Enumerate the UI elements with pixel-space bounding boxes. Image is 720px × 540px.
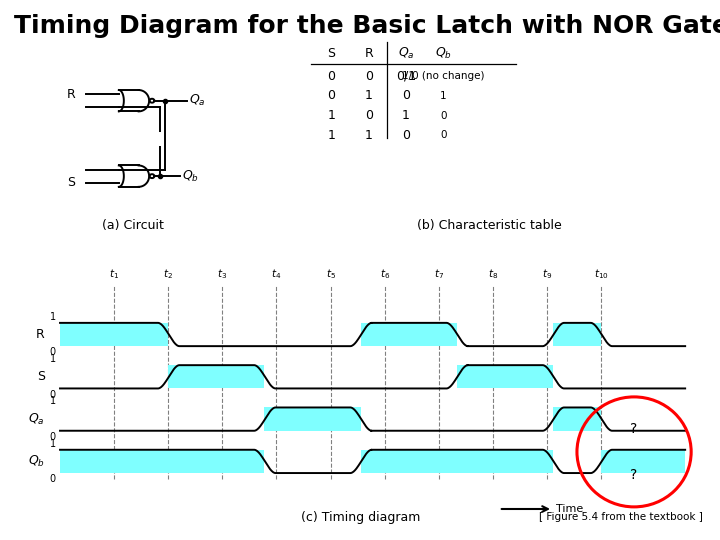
Text: 1: 1 — [50, 438, 56, 449]
Text: $Q_a$: $Q_a$ — [397, 46, 415, 60]
Text: $Q_b$: $Q_b$ — [181, 168, 199, 184]
Text: R: R — [67, 87, 76, 100]
Text: $t_{5}$: $t_{5}$ — [325, 267, 336, 281]
Text: $t_{9}$: $t_{9}$ — [542, 267, 552, 281]
Polygon shape — [60, 323, 168, 346]
Text: 1: 1 — [365, 90, 372, 103]
Text: (b) Characteristic table: (b) Characteristic table — [417, 219, 562, 232]
Text: ?: ? — [631, 422, 638, 436]
Polygon shape — [361, 450, 456, 473]
Text: 0: 0 — [364, 109, 373, 122]
Text: 1: 1 — [50, 354, 56, 364]
Polygon shape — [60, 450, 168, 473]
Text: S: S — [327, 46, 336, 60]
Text: 0: 0 — [327, 70, 336, 83]
Text: 0: 0 — [402, 90, 410, 103]
Polygon shape — [553, 408, 601, 431]
Text: (c) Timing diagram: (c) Timing diagram — [301, 511, 420, 524]
Text: $t_{6}$: $t_{6}$ — [379, 267, 390, 281]
Text: 1: 1 — [328, 129, 335, 141]
Text: (a) Circuit: (a) Circuit — [102, 219, 164, 232]
Polygon shape — [601, 450, 685, 473]
Text: 0: 0 — [50, 432, 56, 442]
Text: $t_{3}$: $t_{3}$ — [217, 267, 228, 281]
Text: $Q_b$: $Q_b$ — [435, 46, 452, 60]
Text: 0: 0 — [327, 90, 336, 103]
Polygon shape — [168, 450, 264, 473]
Polygon shape — [361, 323, 456, 346]
Text: 1: 1 — [328, 109, 335, 122]
Polygon shape — [553, 323, 601, 346]
Text: 1: 1 — [50, 312, 56, 322]
Text: 0: 0 — [50, 390, 56, 400]
Text: Timing Diagram for the Basic Latch with NOR Gates: Timing Diagram for the Basic Latch with … — [14, 14, 720, 37]
Text: 0: 0 — [50, 347, 56, 357]
Polygon shape — [456, 450, 553, 473]
Text: ?: ? — [631, 468, 638, 482]
Text: R: R — [36, 328, 45, 341]
Text: 0/1: 0/1 — [396, 70, 416, 83]
Text: 0: 0 — [50, 474, 56, 484]
Polygon shape — [264, 408, 361, 431]
Text: R: R — [364, 46, 373, 60]
Text: 1: 1 — [50, 396, 56, 406]
Text: $t_{8}$: $t_{8}$ — [487, 267, 498, 281]
Text: $Q_a$: $Q_a$ — [189, 93, 206, 108]
Text: S: S — [68, 176, 76, 189]
Text: $t_{4}$: $t_{4}$ — [271, 267, 282, 281]
Text: $t_{7}$: $t_{7}$ — [433, 267, 444, 281]
Text: 0: 0 — [364, 70, 373, 83]
Text: 1: 1 — [402, 109, 410, 122]
Polygon shape — [168, 365, 264, 388]
Text: [ Figure 5.4 from the textbook ]: [ Figure 5.4 from the textbook ] — [539, 512, 703, 523]
Text: Time: Time — [556, 504, 583, 514]
Text: 0: 0 — [440, 111, 447, 120]
Text: 0: 0 — [402, 129, 410, 141]
Text: 1/0 (no change): 1/0 (no change) — [402, 71, 485, 82]
Text: 1: 1 — [440, 91, 447, 101]
Text: $t_{10}$: $t_{10}$ — [593, 267, 608, 281]
Text: $t_{1}$: $t_{1}$ — [109, 267, 119, 281]
Text: S: S — [37, 370, 45, 383]
Text: 0: 0 — [440, 130, 447, 140]
Polygon shape — [456, 365, 553, 388]
Text: $Q_b$: $Q_b$ — [28, 454, 45, 469]
Text: 1: 1 — [365, 129, 372, 141]
Text: $Q_a$: $Q_a$ — [28, 411, 45, 427]
Text: $t_{2}$: $t_{2}$ — [163, 267, 174, 281]
